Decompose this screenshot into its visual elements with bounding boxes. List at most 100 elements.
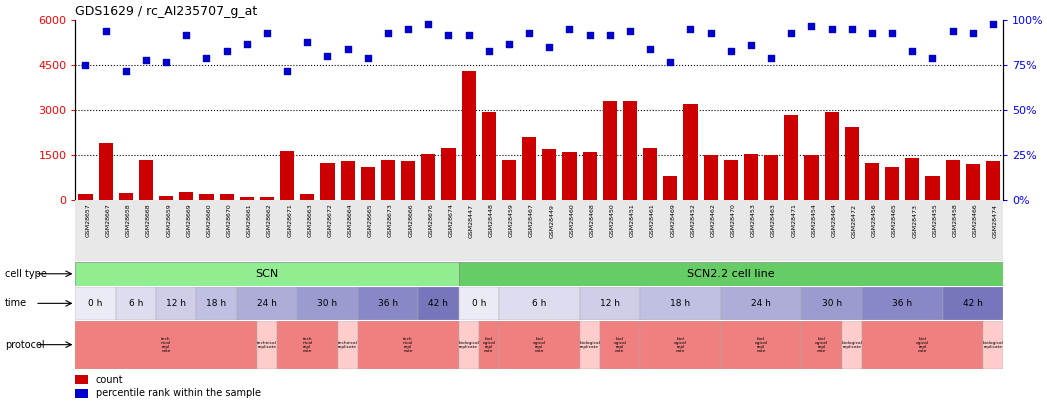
Text: 30 h: 30 h — [317, 299, 337, 308]
Text: tech
nical
repl
cate: tech nical repl cate — [403, 337, 414, 353]
Bar — [580, 321, 600, 369]
Bar — [942, 287, 1003, 320]
Point — [742, 42, 759, 49]
Bar — [116, 287, 156, 320]
Point — [601, 32, 618, 38]
Point — [722, 48, 739, 54]
Bar — [320, 163, 335, 200]
Text: GSM28463: GSM28463 — [771, 203, 776, 237]
Bar — [865, 163, 879, 200]
Point — [561, 26, 578, 32]
Point — [500, 40, 517, 47]
Bar — [179, 192, 194, 200]
Text: biol
ogical
repl
cate: biol ogical repl cate — [533, 337, 545, 353]
Point — [339, 46, 356, 52]
Bar — [842, 321, 862, 369]
Bar — [75, 375, 88, 384]
Text: GSM28474: GSM28474 — [993, 203, 998, 237]
Text: tech
nical
repl
cate: tech nical repl cate — [303, 337, 312, 353]
Bar — [945, 160, 960, 200]
Text: GSM28666: GSM28666 — [408, 203, 414, 237]
Text: GSM28456: GSM28456 — [872, 203, 877, 237]
Text: GSM28472: GSM28472 — [852, 203, 856, 237]
Point — [158, 58, 175, 65]
Bar — [358, 321, 459, 369]
Text: SCN2.2 cell line: SCN2.2 cell line — [687, 269, 775, 279]
Text: GSM28669: GSM28669 — [186, 203, 192, 237]
Text: GSM28462: GSM28462 — [711, 203, 715, 237]
Text: biol
ogical
repl
cate: biol ogical repl cate — [614, 337, 626, 353]
Bar — [885, 167, 899, 200]
Bar — [926, 177, 939, 200]
Point — [299, 38, 316, 45]
Point — [803, 22, 820, 29]
Text: GSM28676: GSM28676 — [428, 203, 433, 237]
Text: GSM28459: GSM28459 — [509, 203, 514, 237]
Bar — [240, 198, 253, 200]
Text: time: time — [5, 298, 27, 308]
Bar — [983, 321, 1003, 369]
Bar — [361, 167, 375, 200]
Bar — [643, 148, 658, 200]
Point — [642, 46, 659, 52]
Bar — [498, 321, 580, 369]
Point — [520, 30, 537, 36]
Text: 0 h: 0 h — [88, 299, 103, 308]
Text: biological
replicate: biological replicate — [459, 341, 480, 349]
Text: GSM28460: GSM28460 — [570, 203, 575, 237]
Text: GSM28466: GSM28466 — [973, 203, 978, 237]
Bar — [804, 156, 819, 200]
Text: GSM28662: GSM28662 — [267, 203, 272, 237]
Text: 42 h: 42 h — [428, 299, 448, 308]
Bar — [720, 287, 801, 320]
Point — [984, 21, 1001, 27]
Text: count: count — [95, 375, 124, 385]
Point — [279, 68, 295, 74]
Text: SCN: SCN — [255, 269, 279, 279]
Bar — [603, 101, 617, 200]
Text: technical
replicate: technical replicate — [257, 341, 276, 349]
Text: 24 h: 24 h — [751, 299, 771, 308]
Text: GSM28470: GSM28470 — [731, 203, 736, 237]
Bar — [79, 194, 92, 200]
Bar — [582, 152, 597, 200]
Bar — [358, 287, 418, 320]
Bar — [337, 321, 358, 369]
Bar — [825, 112, 839, 200]
Bar — [743, 154, 758, 200]
Point — [400, 26, 417, 32]
Point — [359, 55, 376, 61]
Text: biol
ogical
repl
cate: biol ogical repl cate — [916, 337, 929, 353]
Bar — [197, 287, 237, 320]
Point — [581, 32, 598, 38]
Bar — [75, 287, 116, 320]
Point — [97, 28, 114, 34]
Text: 18 h: 18 h — [206, 299, 226, 308]
Point — [864, 30, 881, 36]
Bar — [462, 71, 475, 200]
Text: technical
replicate: technical replicate — [338, 341, 358, 349]
Text: biological
replicate: biological replicate — [842, 341, 863, 349]
Text: percentile rank within the sample: percentile rank within the sample — [95, 388, 261, 399]
Text: GDS1629 / rc_AI235707_g_at: GDS1629 / rc_AI235707_g_at — [75, 5, 258, 18]
Text: GSM28453: GSM28453 — [751, 203, 756, 237]
Bar — [75, 262, 459, 286]
Bar — [502, 160, 516, 200]
Bar — [723, 160, 738, 200]
Point — [703, 30, 719, 36]
Bar — [478, 321, 498, 369]
Text: GSM28449: GSM28449 — [550, 203, 554, 237]
Text: GSM28454: GSM28454 — [811, 203, 817, 237]
Bar — [459, 262, 1003, 286]
Point — [77, 62, 94, 68]
Bar — [862, 321, 983, 369]
Bar — [75, 389, 88, 398]
Point — [682, 26, 698, 32]
Point — [420, 21, 437, 27]
Text: biol
ogical
repl
cate: biol ogical repl cate — [674, 337, 687, 353]
Text: cell type: cell type — [5, 269, 47, 279]
Text: GSM28673: GSM28673 — [388, 203, 393, 237]
Text: GSM28670: GSM28670 — [226, 203, 231, 237]
Text: biol
ogical
repl
cate: biol ogical repl cate — [483, 337, 495, 353]
Text: 24 h: 24 h — [257, 299, 276, 308]
